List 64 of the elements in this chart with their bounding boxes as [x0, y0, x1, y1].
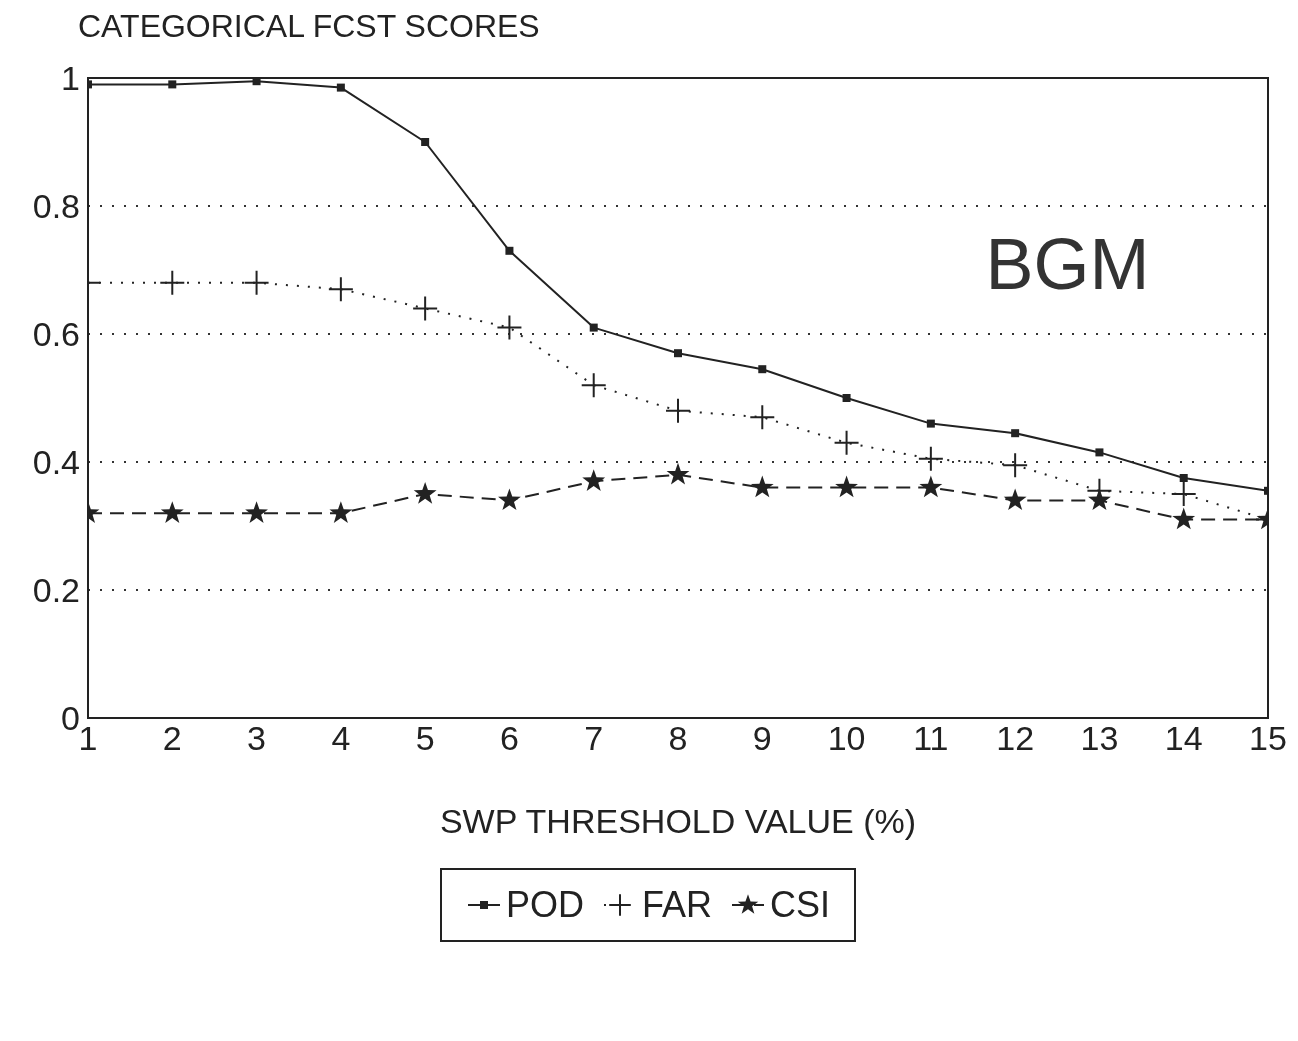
annotation: BGM — [985, 224, 1150, 305]
point — [413, 482, 437, 504]
x-tick-label: 14 — [1164, 719, 1203, 758]
point — [413, 296, 438, 321]
point — [758, 365, 767, 374]
y-tick-label: 0.6 — [32, 315, 80, 354]
point — [329, 501, 353, 523]
point — [1179, 474, 1188, 482]
legend-label: FAR — [641, 884, 712, 926]
point — [160, 270, 185, 295]
point — [1088, 488, 1111, 511]
point — [666, 398, 690, 423]
point — [1003, 453, 1028, 478]
x-tick-label: 15 — [1249, 719, 1287, 758]
x-tick-label: 11 — [913, 719, 949, 758]
x-axis-title: SWP THRESHOLD VALUE (%) — [439, 802, 917, 840]
point — [919, 475, 943, 498]
point — [666, 462, 690, 485]
point — [1172, 507, 1196, 530]
x-tick-label: 3 — [247, 719, 267, 758]
y-tick-label: 0.4 — [32, 443, 80, 482]
legend-label: POD — [504, 884, 584, 926]
point — [497, 315, 522, 340]
point — [589, 323, 598, 332]
point — [252, 78, 261, 86]
point — [918, 446, 943, 471]
x-tick-label: 13 — [1080, 719, 1119, 758]
point — [750, 475, 774, 498]
point — [674, 349, 682, 358]
x-tick-label: 4 — [331, 719, 351, 758]
y-tick-label: 0.2 — [32, 571, 80, 610]
x-tick-label: 8 — [668, 719, 688, 758]
x-tick-label: 9 — [752, 719, 772, 758]
point — [245, 501, 268, 523]
point — [421, 138, 430, 146]
point — [581, 373, 606, 398]
point — [835, 475, 858, 498]
y-tick-label: 0 — [61, 699, 80, 738]
point — [582, 469, 606, 491]
x-tick-label: 7 — [584, 719, 604, 758]
point — [1003, 488, 1027, 511]
point — [1011, 429, 1020, 438]
point — [1171, 482, 1196, 506]
point — [498, 488, 521, 511]
point — [842, 394, 851, 402]
x-tick-label: 5 — [415, 719, 435, 758]
point — [926, 419, 935, 428]
point — [750, 405, 775, 430]
point — [244, 270, 269, 295]
point — [168, 80, 177, 89]
x-tick-label: 12 — [996, 719, 1035, 758]
point — [160, 501, 184, 523]
point — [505, 246, 514, 255]
point — [336, 83, 345, 92]
point — [834, 430, 859, 455]
y-tick-label: 1 — [61, 59, 80, 98]
point — [328, 277, 353, 302]
chart-title: CATEGORICAL FCST SCORES — [78, 8, 541, 46]
x-tick-label: 10 — [827, 719, 866, 758]
y-tick-label: 0.8 — [32, 187, 80, 226]
legend-label: CSI — [769, 884, 831, 926]
x-tick-label: 2 — [162, 719, 182, 758]
point — [1095, 448, 1104, 457]
x-tick-label: 6 — [499, 719, 519, 758]
